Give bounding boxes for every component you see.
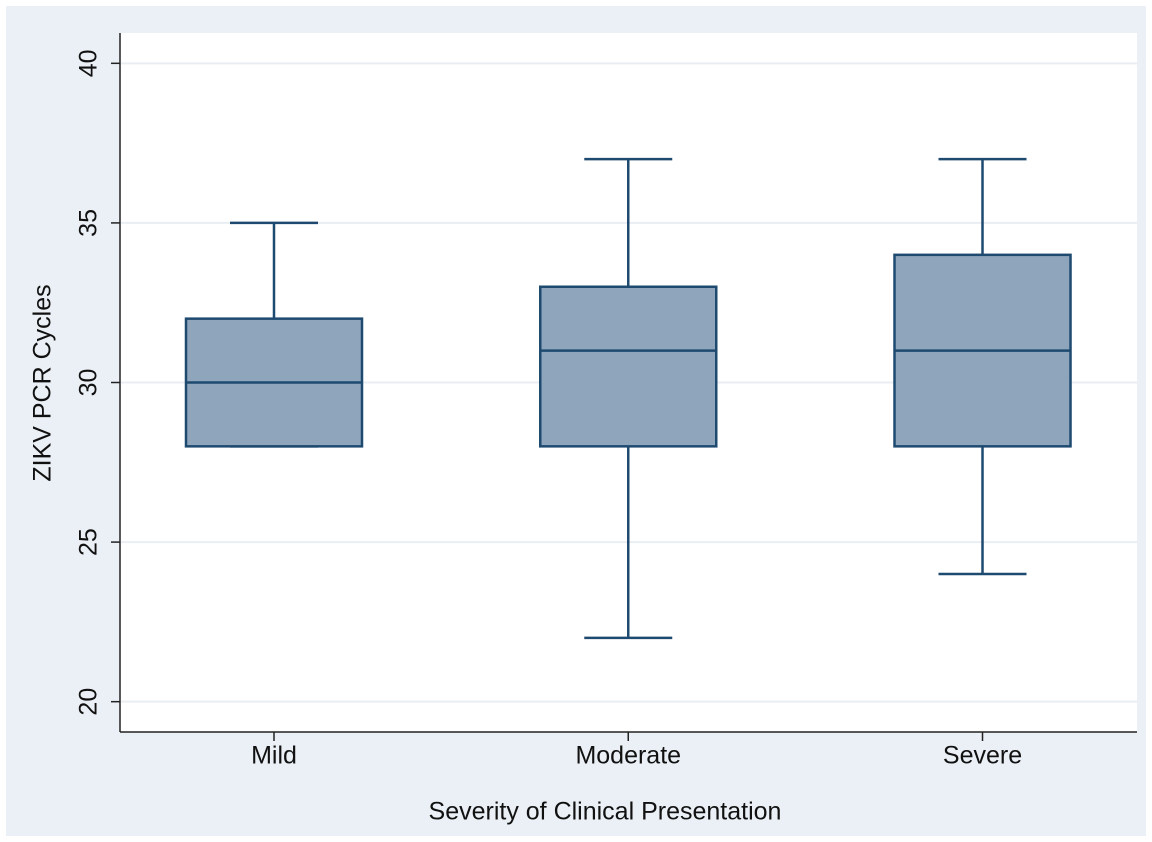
box: [539, 285, 718, 448]
y-tick-label: 30: [75, 369, 103, 397]
y-tick-label: 35: [75, 209, 103, 237]
x-tick-label: Severe: [943, 742, 1022, 770]
x-tick-label: Moderate: [575, 742, 681, 770]
y-tick-label: 20: [75, 688, 103, 716]
y-axis-title: ZIKV PCR Cycles: [29, 284, 57, 481]
y-tick-label: 25: [75, 528, 103, 556]
x-tick-label: Mild: [251, 742, 297, 770]
y-tick-label: 40: [75, 49, 103, 77]
x-axis-title: Severity of Clinical Presentation: [429, 798, 782, 826]
